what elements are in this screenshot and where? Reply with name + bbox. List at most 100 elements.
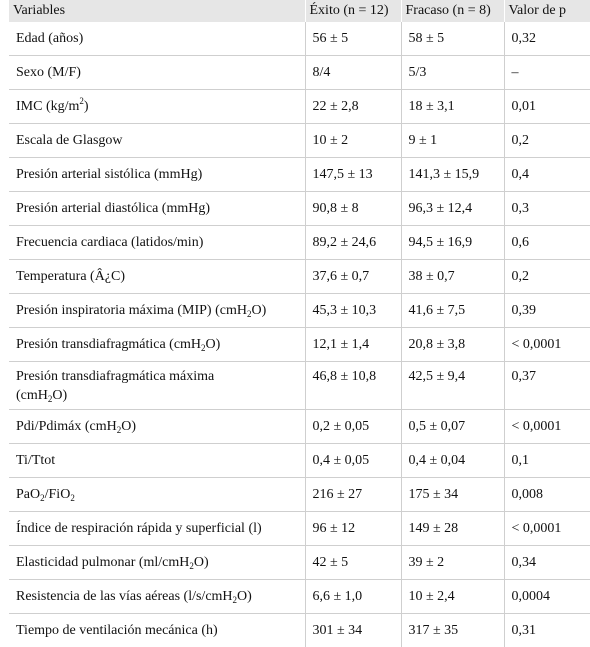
cell-variable: Edad (años) [9, 22, 305, 56]
cell-fracaso: 94,5 ± 16,9 [401, 226, 504, 260]
cell-exito: 56 ± 5 [305, 22, 401, 56]
cell-fracaso: 0,5 ± 0,07 [401, 410, 504, 444]
cell-variable: PaO2/FiO2 [9, 478, 305, 512]
text-part: PaO [16, 487, 40, 502]
table-header: Variables Éxito (n = 12) Fracaso (n = 8)… [9, 0, 590, 22]
header-fracaso: Fracaso (n = 8) [401, 0, 504, 22]
cell-fracaso: 42,5 ± 9,4 [401, 362, 504, 410]
cell-p: 0,2 [504, 124, 590, 158]
cell-fracaso: 96,3 ± 12,4 [401, 192, 504, 226]
cell-p: 0,0004 [504, 580, 590, 614]
cell-p: 0,34 [504, 546, 590, 580]
text-part: Elasticidad pulmonar (ml/cmH [16, 555, 189, 570]
text-part: Presión transdiafragmática (cmH [16, 337, 201, 352]
text-part: Presión transdiafragmática máxima [16, 369, 214, 384]
cell-fracaso: 38 ± 0,7 [401, 260, 504, 294]
cell-exito: 22 ± 2,8 [305, 90, 401, 124]
cell-exito: 216 ± 27 [305, 478, 401, 512]
cell-p: 0,6 [504, 226, 590, 260]
cell-p: 0,1 [504, 444, 590, 478]
cell-p: 0,37 [504, 362, 590, 410]
cell-variable: Índice de respiración rápida y superfici… [9, 512, 305, 546]
text-part: O) [206, 337, 221, 352]
table-row: Temperatura (Â¿C) 37,6 ± 0,7 38 ± 0,7 0,… [9, 260, 590, 294]
text-part: O) [194, 555, 209, 570]
text-part: /FiO [45, 487, 71, 502]
cell-fracaso: 317 ± 35 [401, 614, 504, 647]
cell-variable: IMC (kg/m2) [9, 90, 305, 124]
cell-fracaso: 20,8 ± 3,8 [401, 328, 504, 362]
text-part: O) [121, 419, 136, 434]
cell-exito: 0,2 ± 0,05 [305, 410, 401, 444]
cell-p: 0,008 [504, 478, 590, 512]
cell-variable: Frecuencia cardiaca (latidos/min) [9, 226, 305, 260]
text-part: O) [52, 388, 67, 403]
cell-exito: 89,2 ± 24,6 [305, 226, 401, 260]
text-part: Presión inspiratoria máxima (MIP) (cmH [16, 303, 247, 318]
table-row: Pdi/Pdimáx (cmH2O) 0,2 ± 0,05 0,5 ± 0,07… [9, 410, 590, 444]
cell-exito: 45,3 ± 10,3 [305, 294, 401, 328]
cell-variable: Tiempo de ventilación mecánica (h) [9, 614, 305, 647]
cell-p: 0,3 [504, 192, 590, 226]
text-part: Resistencia de las vías aéreas (l/s/cmH [16, 589, 233, 604]
table-row: Elasticidad pulmonar (ml/cmH2O) 42 ± 5 3… [9, 546, 590, 580]
cell-variable: Ti/Ttot [9, 444, 305, 478]
cell-p: < 0,0001 [504, 410, 590, 444]
cell-variable: Presión transdiafragmática (cmH2O) [9, 328, 305, 362]
text-part: O) [251, 303, 266, 318]
cell-p: < 0,0001 [504, 328, 590, 362]
cell-variable: Presión arterial diastólica (mmHg) [9, 192, 305, 226]
cell-variable: Elasticidad pulmonar (ml/cmH2O) [9, 546, 305, 580]
cell-exito: 0,4 ± 0,05 [305, 444, 401, 478]
text-part: O) [237, 589, 252, 604]
table-row: Índice de respiración rápida y superfici… [9, 512, 590, 546]
cell-exito: 147,5 ± 13 [305, 158, 401, 192]
table-row: Presión transdiafragmática (cmH2O) 12,1 … [9, 328, 590, 362]
cell-p: 0,2 [504, 260, 590, 294]
cell-variable: Presión transdiafragmática máxima(cmH2O) [9, 362, 305, 410]
cell-fracaso: 175 ± 34 [401, 478, 504, 512]
cell-p: 0,32 [504, 22, 590, 56]
table-row: Escala de Glasgow 10 ± 2 9 ± 1 0,2 [9, 124, 590, 158]
header-variables: Variables [9, 0, 305, 22]
cell-exito: 12,1 ± 1,4 [305, 328, 401, 362]
table-row: Presión arterial sistólica (mmHg) 147,5 … [9, 158, 590, 192]
cell-exito: 8/4 [305, 56, 401, 90]
cell-fracaso: 10 ± 2,4 [401, 580, 504, 614]
cell-fracaso: 39 ± 2 [401, 546, 504, 580]
cell-exito: 90,8 ± 8 [305, 192, 401, 226]
cell-exito: 96 ± 12 [305, 512, 401, 546]
cell-fracaso: 149 ± 28 [401, 512, 504, 546]
table-row: IMC (kg/m2) 22 ± 2,8 18 ± 3,1 0,01 [9, 90, 590, 124]
table-row: PaO2/FiO2 216 ± 27 175 ± 34 0,008 [9, 478, 590, 512]
page: Variables Éxito (n = 12) Fracaso (n = 8)… [0, 0, 590, 616]
table-row: Frecuencia cardiaca (latidos/min) 89,2 ±… [9, 226, 590, 260]
cell-variable: Presión arterial sistólica (mmHg) [9, 158, 305, 192]
results-table: Variables Éxito (n = 12) Fracaso (n = 8)… [9, 0, 590, 647]
cell-exito: 37,6 ± 0,7 [305, 260, 401, 294]
text-part: ) [84, 99, 89, 114]
cell-exito: 46,8 ± 10,8 [305, 362, 401, 410]
cell-fracaso: 141,3 ± 15,9 [401, 158, 504, 192]
cell-p: 0,4 [504, 158, 590, 192]
cell-fracaso: 9 ± 1 [401, 124, 504, 158]
table-row: Ti/Ttot 0,4 ± 0,05 0,4 ± 0,04 0,1 [9, 444, 590, 478]
cell-fracaso: 58 ± 5 [401, 22, 504, 56]
table-row: Presión transdiafragmática máxima(cmH2O)… [9, 362, 590, 410]
cell-variable: Pdi/Pdimáx (cmH2O) [9, 410, 305, 444]
table-row: Presión inspiratoria máxima (MIP) (cmH2O… [9, 294, 590, 328]
cell-variable: Presión inspiratoria máxima (MIP) (cmH2O… [9, 294, 305, 328]
table-row: Sexo (M/F) 8/4 5/3 – [9, 56, 590, 90]
text-part: Pdi/Pdimáx (cmH [16, 419, 117, 434]
table-row: Presión arterial diastólica (mmHg) 90,8 … [9, 192, 590, 226]
text-part: (cmH [16, 388, 48, 403]
cell-p: – [504, 56, 590, 90]
cell-p: 0,01 [504, 90, 590, 124]
cell-fracaso: 5/3 [401, 56, 504, 90]
table-row: Edad (años) 56 ± 5 58 ± 5 0,32 [9, 22, 590, 56]
cell-p: 0,39 [504, 294, 590, 328]
cell-exito: 42 ± 5 [305, 546, 401, 580]
cell-variable: Sexo (M/F) [9, 56, 305, 90]
table-row: Tiempo de ventilación mecánica (h) 301 ±… [9, 614, 590, 647]
header-row: Variables Éxito (n = 12) Fracaso (n = 8)… [9, 0, 590, 22]
